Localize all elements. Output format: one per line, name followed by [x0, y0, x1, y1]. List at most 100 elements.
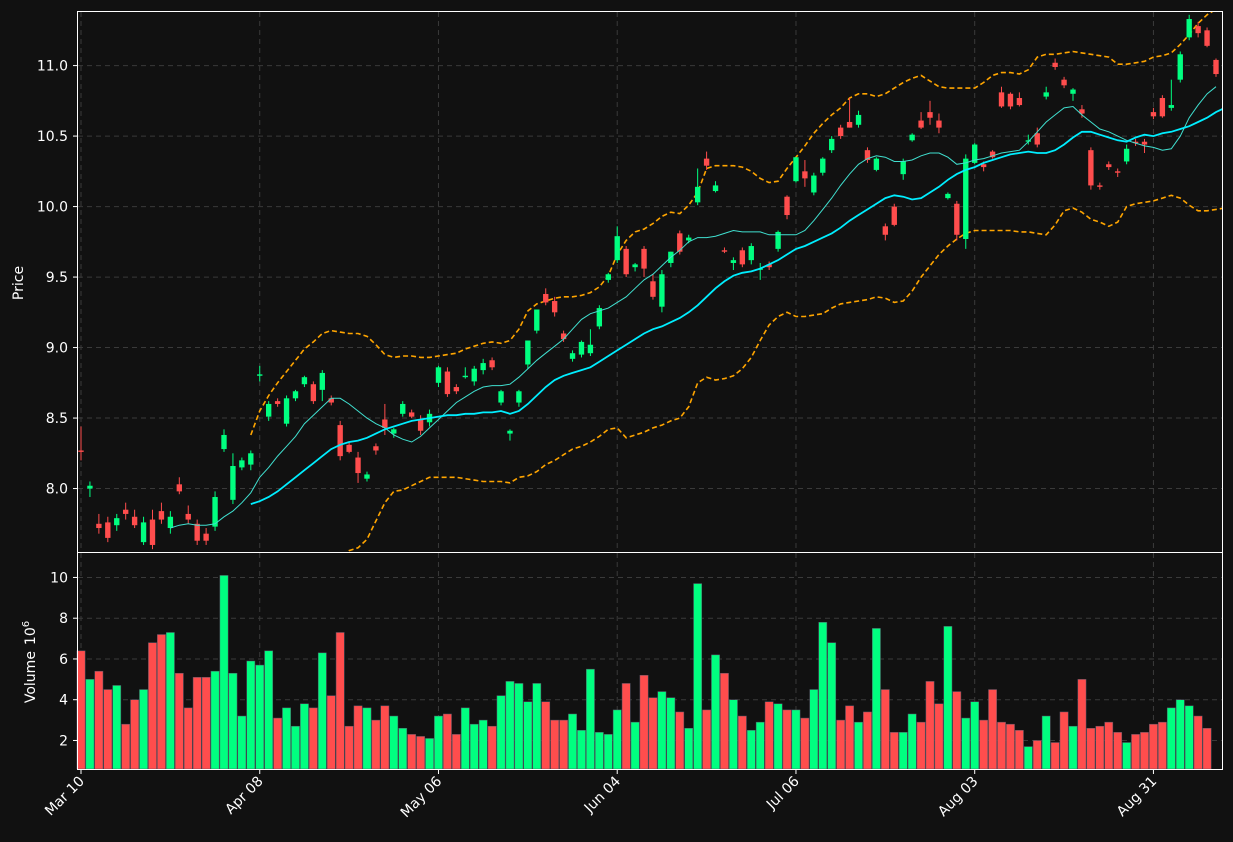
volume-bar — [541, 701, 551, 770]
candle — [355, 451, 361, 483]
volume-bar — [210, 670, 220, 770]
candle-body — [105, 522, 111, 538]
volume-bar — [1050, 742, 1060, 770]
volume-bar — [273, 717, 282, 770]
candle-body — [891, 206, 897, 225]
candle — [605, 272, 611, 283]
candle-body — [703, 158, 710, 166]
candle-body — [1016, 98, 1023, 106]
candle — [149, 509, 156, 550]
volume-bar — [460, 707, 470, 770]
candle — [283, 395, 290, 427]
volume-bar — [496, 695, 506, 770]
candle — [1115, 168, 1121, 177]
candle — [480, 358, 486, 375]
candle — [221, 429, 227, 452]
candle — [453, 384, 460, 395]
candle — [587, 329, 594, 357]
volume-bar — [889, 732, 899, 770]
candle-body — [766, 264, 772, 268]
candle-body — [811, 175, 817, 193]
candle — [176, 477, 182, 495]
candle — [140, 516, 147, 545]
candle — [712, 181, 719, 193]
volume-bar — [112, 685, 122, 770]
volume-bar — [76, 650, 86, 770]
volume-bar — [657, 691, 667, 770]
candle — [596, 305, 603, 330]
volume-bar — [362, 707, 372, 770]
candle-body — [239, 460, 245, 468]
volume-tick-label: 8 — [59, 611, 68, 627]
candle-body — [1115, 171, 1121, 173]
volume-bar — [693, 583, 703, 770]
candle-body — [641, 248, 647, 269]
candle-body — [87, 485, 93, 489]
candle-body — [453, 387, 460, 392]
candle — [1213, 58, 1219, 77]
candle — [784, 195, 790, 220]
volume-bar — [192, 677, 202, 770]
candle — [337, 420, 343, 461]
volume-bar — [1006, 723, 1015, 770]
volume-bar — [952, 691, 962, 770]
volume-bar — [157, 634, 166, 770]
candle-body — [989, 151, 996, 158]
candle — [1177, 51, 1183, 83]
candle — [1070, 88, 1076, 101]
volume-bar — [1113, 732, 1123, 770]
price-tick-label: 8.5 — [46, 411, 68, 427]
candle-body — [820, 158, 826, 173]
volume-panel-frame — [77, 552, 1223, 770]
candle — [1079, 105, 1085, 118]
candle-body — [551, 301, 558, 313]
volume-bar — [353, 705, 363, 770]
volume-bar — [648, 697, 658, 770]
candle-body — [471, 368, 477, 382]
volume-tick-label: 6 — [59, 652, 68, 668]
volume-bar — [1131, 734, 1140, 770]
volume-bar — [800, 717, 810, 770]
candle — [560, 330, 567, 342]
candle — [793, 157, 799, 183]
candle — [909, 133, 915, 142]
volume-bar — [434, 715, 443, 770]
candle — [882, 223, 889, 241]
candle-body — [578, 341, 585, 355]
volume-y-axis: 2 4 6 8 10 — [50, 570, 78, 749]
candle-body — [1007, 93, 1014, 107]
volume-bar — [961, 717, 971, 770]
candle — [265, 401, 272, 421]
volume-axis-label: Volume 106 — [21, 621, 39, 703]
volume-bar — [1140, 732, 1149, 770]
price-tick-label: 10.5 — [37, 129, 68, 145]
candle-body — [1106, 164, 1112, 168]
candle — [1061, 76, 1067, 89]
volume-bar — [1077, 679, 1087, 770]
candle — [239, 457, 245, 471]
candle-body — [739, 250, 746, 265]
candle-body — [274, 401, 281, 404]
candle-body — [203, 533, 209, 541]
bollinger-bands — [250, 12, 1222, 552]
candle-body — [784, 196, 790, 216]
candle — [730, 257, 737, 271]
volume-bar — [586, 668, 595, 770]
volume-bar — [997, 721, 1006, 770]
candle-body — [337, 425, 343, 457]
candle-body — [927, 112, 933, 118]
volume-tick-label: 10 — [50, 570, 68, 586]
candle-body — [408, 412, 415, 417]
candle-body — [855, 114, 862, 125]
candle — [158, 502, 165, 524]
volume-bar — [568, 713, 577, 770]
candle — [462, 367, 468, 379]
volume-bar — [782, 709, 792, 770]
candle — [1016, 92, 1023, 107]
candle-body — [587, 344, 594, 354]
candle — [748, 243, 754, 265]
volume-bar — [836, 719, 846, 770]
candle-body — [963, 158, 969, 239]
volume-bar — [371, 719, 381, 770]
candle — [927, 100, 933, 125]
